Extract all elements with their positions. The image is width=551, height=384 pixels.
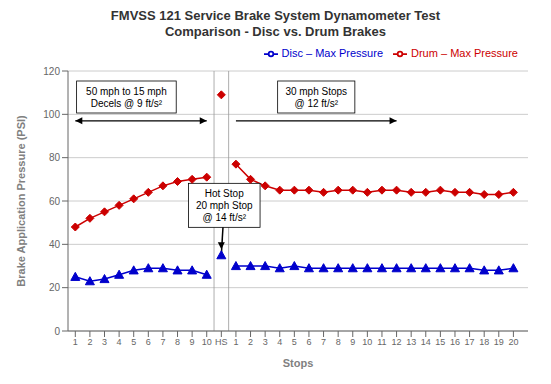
svg-text:120: 120 <box>43 66 60 77</box>
svg-text:12: 12 <box>392 337 402 347</box>
svg-text:11: 11 <box>377 337 386 347</box>
svg-text:9: 9 <box>190 337 195 347</box>
html-text:FMVSS 121 Service Brake System: FMVSS 121 Service Brake System Dynamomet… <box>110 8 441 39</box>
svg-text:9: 9 <box>350 337 355 347</box>
svg-text:20: 20 <box>508 337 518 347</box>
svg-text:60: 60 <box>49 196 61 207</box>
svg-text:8: 8 <box>175 337 180 347</box>
svg-text:10: 10 <box>202 337 212 347</box>
svg-text:18: 18 <box>479 337 489 347</box>
svg-text:15: 15 <box>435 337 445 347</box>
svg-text:5: 5 <box>292 337 297 347</box>
svg-text:13: 13 <box>406 337 416 347</box>
svg-text:1: 1 <box>233 337 238 347</box>
svg-text:7: 7 <box>321 337 326 347</box>
svg-text:100: 100 <box>43 109 60 120</box>
svg-text:40: 40 <box>49 239 61 250</box>
svg-text:4: 4 <box>277 337 282 347</box>
svg-text:10: 10 <box>362 337 372 347</box>
svg-text:8: 8 <box>336 337 341 347</box>
svg-text:6: 6 <box>146 337 151 347</box>
svg-text:1: 1 <box>73 337 78 347</box>
svg-text:14: 14 <box>421 337 431 347</box>
svg-text:HS: HS <box>215 337 228 347</box>
html-text:Drum – Max Pressure: Drum – Max Pressure <box>411 47 518 59</box>
svg-text:30 mph Stops@ 12 ft/s²: 30 mph Stops@ 12 ft/s² <box>285 86 347 109</box>
svg-text:0: 0 <box>54 326 60 337</box>
svg-text:80: 80 <box>49 152 61 163</box>
svg-text:Hot Stop20 mph Stop@ 14 ft/s²: Hot Stop20 mph Stop@ 14 ft/s² <box>196 188 253 223</box>
svg-text:19: 19 <box>494 337 504 347</box>
svg-text:50 mph to 15 mphDecels @ 9 ft/: 50 mph to 15 mphDecels @ 9 ft/s² <box>86 86 167 109</box>
svg-text:20: 20 <box>49 282 61 293</box>
svg-text:5: 5 <box>131 337 136 347</box>
svg-text:6: 6 <box>306 337 311 347</box>
svg-text:Stops: Stops <box>283 357 314 369</box>
svg-text:7: 7 <box>160 337 165 347</box>
svg-text:2: 2 <box>248 337 253 347</box>
svg-text:3: 3 <box>263 337 268 347</box>
svg-text:4: 4 <box>117 337 122 347</box>
svg-text:17: 17 <box>465 337 475 347</box>
svg-text:2: 2 <box>87 337 92 347</box>
svg-text:Brake Application Pressure (PS: Brake Application Pressure (PSI) <box>15 115 27 287</box>
html-text:Disc – Max Pressure: Disc – Max Pressure <box>281 47 383 59</box>
svg-text:16: 16 <box>450 337 460 347</box>
svg-text:3: 3 <box>102 337 107 347</box>
